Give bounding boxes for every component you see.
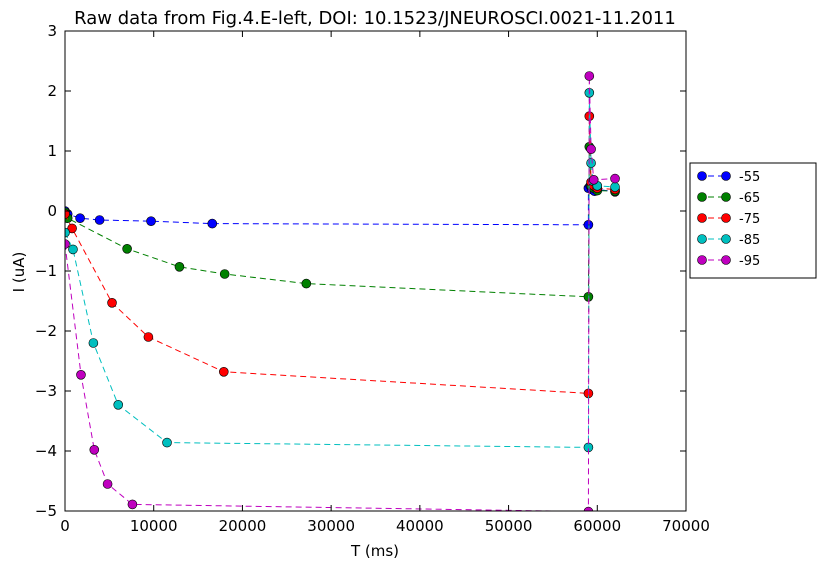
data-point-1-5 bbox=[301, 278, 312, 289]
y-tick-label: −4 bbox=[35, 442, 57, 460]
data-point-0-3 bbox=[94, 215, 105, 225]
x-tick-label: 20000 bbox=[219, 517, 267, 535]
legend-label: -95 bbox=[739, 254, 760, 269]
y-tick-label: −5 bbox=[35, 502, 57, 520]
legend-label: -85 bbox=[739, 233, 760, 248]
legend-marker-2 bbox=[697, 213, 707, 223]
y-axis-label: I (uA) bbox=[10, 252, 28, 293]
data-point-3-2 bbox=[88, 338, 99, 348]
data-point-2-0 bbox=[65, 209, 70, 219]
data-point-2-2 bbox=[107, 297, 117, 308]
data-point-3-0 bbox=[65, 227, 70, 238]
data-point-3-1 bbox=[68, 244, 78, 255]
data-point-2-1 bbox=[67, 223, 77, 234]
chart-title: Raw data from Fig.4.E-left, DOI: 10.1523… bbox=[74, 8, 676, 29]
legend-marker-3 bbox=[721, 234, 731, 244]
x-tick-label: 0 bbox=[60, 517, 70, 535]
legend-marker-4 bbox=[697, 255, 707, 265]
legend-marker-1 bbox=[697, 192, 707, 202]
data-point-2-3 bbox=[143, 332, 154, 342]
data-point-1-2 bbox=[122, 244, 132, 254]
data-point-1-4 bbox=[219, 269, 230, 279]
data-point-4-3 bbox=[102, 479, 113, 489]
series-group bbox=[65, 71, 620, 511]
legend-box bbox=[689, 162, 817, 279]
data-point-4-4 bbox=[127, 499, 138, 510]
plot-area: 0 10000 20000 30000 40000 50000 60000 70000 −5 −4… bbox=[35, 22, 710, 535]
plot-frame bbox=[64, 30, 687, 512]
data-point-0-2 bbox=[75, 213, 85, 223]
data-point-4-9 bbox=[610, 173, 620, 184]
x-tick-label: 60000 bbox=[573, 517, 621, 535]
legend-marker-1 bbox=[721, 192, 731, 202]
x-tick-label: 40000 bbox=[396, 517, 444, 535]
series-line-4 bbox=[65, 75, 616, 511]
y-tick-label: −2 bbox=[35, 322, 57, 340]
data-point-3-7 bbox=[586, 158, 596, 168]
data-point-2-4 bbox=[218, 366, 229, 377]
data-point-4-7 bbox=[586, 144, 596, 154]
legend-label: -75 bbox=[739, 212, 760, 227]
legend: -55 -65 -75 -85 -95 bbox=[689, 162, 817, 279]
data-point-1-3 bbox=[174, 261, 185, 272]
y-tick-label: 2 bbox=[47, 82, 57, 100]
data-point-4-8 bbox=[588, 175, 599, 185]
x-tick-label: 10000 bbox=[130, 517, 178, 535]
data-point-4-0 bbox=[65, 239, 70, 249]
x-tick-label: 30000 bbox=[307, 517, 355, 535]
data-point-3-3 bbox=[113, 399, 124, 410]
x-tick-label: 70000 bbox=[662, 517, 710, 535]
legend-label: -55 bbox=[739, 170, 760, 185]
data-point-4-1 bbox=[76, 369, 86, 380]
data-point-3-4 bbox=[162, 437, 172, 448]
series-line-3 bbox=[65, 92, 616, 448]
y-tick-label: 1 bbox=[47, 142, 57, 160]
data-point-4-6 bbox=[584, 71, 595, 81]
y-tick-label: 3 bbox=[47, 22, 57, 40]
x-axis-label: T (ms) bbox=[350, 542, 399, 560]
y-tick-label: −3 bbox=[35, 382, 57, 400]
data-point-0-5 bbox=[207, 218, 218, 229]
legend-label: -65 bbox=[739, 191, 760, 206]
series-line-2 bbox=[65, 116, 616, 394]
data-point-4-2 bbox=[89, 444, 100, 455]
legend-marker-4 bbox=[721, 255, 731, 265]
y-tick-label: 0 bbox=[47, 202, 57, 220]
y-tick-label: −1 bbox=[35, 262, 57, 280]
legend-marker-0 bbox=[721, 171, 731, 181]
data-point-3-10 bbox=[610, 182, 620, 192]
legend-marker-0 bbox=[697, 171, 707, 181]
data-point-0-4 bbox=[146, 216, 156, 226]
data-point-4-5 bbox=[583, 506, 594, 511]
legend-marker-2 bbox=[721, 213, 731, 223]
x-tick-label: 50000 bbox=[485, 517, 533, 535]
legend-marker-3 bbox=[697, 234, 707, 244]
